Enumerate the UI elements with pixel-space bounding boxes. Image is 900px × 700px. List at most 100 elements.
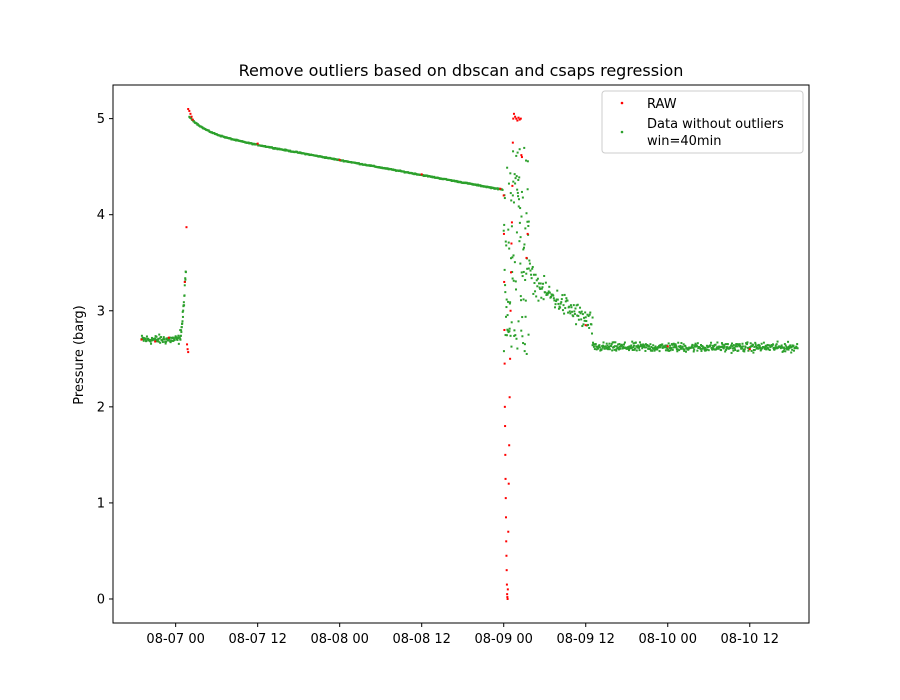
clean-point [579, 306, 582, 309]
clean-point [653, 347, 656, 350]
clean-point [593, 348, 596, 351]
clean-point [653, 349, 656, 352]
clean-point [597, 347, 600, 350]
clean-point [517, 178, 520, 181]
clean-point [669, 344, 672, 347]
y-axis-ticks: 0 1 2 3 4 5 [97, 112, 113, 607]
raw-point [420, 173, 423, 176]
clean-point [181, 320, 184, 323]
clean-point [548, 285, 551, 288]
clean-point [505, 244, 508, 247]
raw-point [154, 340, 157, 343]
clean-point [623, 343, 626, 346]
raw-point [526, 232, 529, 235]
raw-point [187, 108, 190, 111]
clean-point [666, 347, 669, 350]
clean-point [693, 345, 696, 348]
y-tick-label: 2 [97, 400, 105, 415]
clean-point [509, 192, 512, 195]
clean-point [672, 346, 675, 349]
raw-point [525, 256, 528, 259]
clean-point [178, 336, 181, 339]
clean-point [772, 343, 775, 346]
clean-point [530, 273, 533, 276]
clean-point [699, 347, 702, 350]
clean-point [583, 319, 586, 322]
clean-point [695, 345, 698, 348]
clean-point [680, 342, 683, 345]
clean-point [670, 347, 673, 350]
clean-point [174, 335, 177, 338]
clean-point [733, 347, 736, 350]
raw-point [506, 597, 509, 600]
raw-point [518, 118, 521, 121]
clean-point [163, 338, 166, 341]
clean-point [517, 198, 520, 201]
clean-point [796, 343, 799, 346]
clean-point [732, 344, 735, 347]
clean-point [155, 335, 158, 338]
clean-point [749, 342, 752, 345]
clean-point [681, 345, 684, 348]
clean-point [510, 225, 513, 228]
clean-point [615, 345, 618, 348]
clean-point [568, 310, 571, 313]
clean-point [571, 310, 574, 313]
clean-point [647, 347, 650, 350]
clean-point [743, 348, 746, 351]
clean-point [512, 201, 515, 204]
clean-point [725, 347, 728, 350]
clean-point [180, 331, 183, 334]
clean-point [517, 205, 520, 208]
clean-point [181, 315, 184, 318]
clean-point [744, 346, 747, 349]
clean-point [674, 343, 677, 346]
raw-point [338, 158, 341, 161]
x-tick-label: 08-07 12 [228, 632, 286, 647]
raw-point [506, 593, 509, 596]
clean-point [610, 345, 613, 348]
clean-point [654, 345, 657, 348]
clean-point [516, 191, 519, 194]
raw-point [519, 117, 522, 120]
clean-point [560, 301, 563, 304]
clean-point [664, 344, 667, 347]
clean-point [575, 304, 578, 307]
clean-point [717, 347, 720, 350]
clean-point [633, 347, 636, 350]
clean-point [184, 278, 187, 281]
clean-point [710, 341, 713, 344]
clean-point [760, 342, 763, 345]
clean-point [795, 345, 798, 348]
clean-point [642, 343, 645, 346]
clean-point [520, 271, 523, 274]
clean-point [687, 347, 690, 350]
clean-point [556, 289, 559, 292]
clean-point [504, 240, 507, 243]
clean-point [581, 325, 584, 328]
clean-point [527, 333, 530, 336]
clean-point [606, 346, 609, 349]
clean-point [730, 342, 733, 345]
clean-point [731, 347, 734, 350]
clean-point [661, 343, 664, 346]
clean-point [184, 271, 187, 274]
clean-point [673, 343, 676, 346]
clean-point [775, 343, 778, 346]
clean-point [696, 342, 699, 345]
clean-point [479, 184, 482, 187]
clean-point [573, 310, 576, 313]
clean-point [709, 344, 712, 347]
raw-point [502, 194, 505, 197]
clean-point [538, 286, 541, 289]
clean-point [504, 334, 507, 337]
clean-point [512, 180, 515, 183]
clean-point [528, 259, 531, 262]
clean-point [201, 126, 204, 129]
clean-point [671, 348, 674, 351]
clean-point [515, 231, 518, 234]
clean-point [523, 350, 526, 353]
clean-point [563, 293, 566, 296]
clean-point [583, 316, 586, 319]
clean-point [730, 351, 733, 354]
